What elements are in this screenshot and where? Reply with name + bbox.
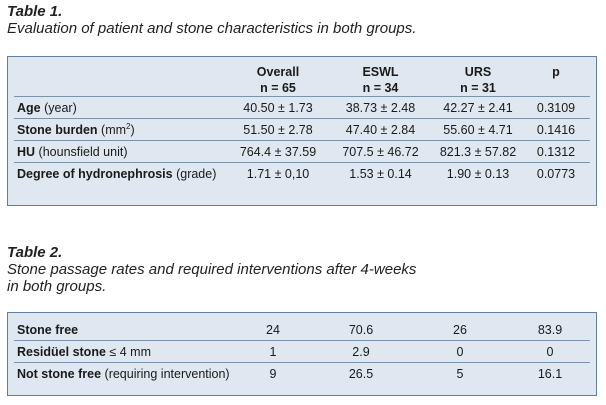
cell-value: 16.1 bbox=[537, 366, 563, 381]
row-label: Residüel stone ≤ 4 mm bbox=[14, 340, 234, 363]
table2-box: Stone free 24 70.6 26 83.9 Residüel ston… bbox=[7, 312, 597, 396]
table-row: Degree of hydronephrosis (grade) 1.71 ± … bbox=[14, 163, 590, 185]
cell-value: 55.60 ± 4.71 bbox=[434, 118, 522, 141]
cell-value: 0.1312 bbox=[522, 140, 590, 163]
table1-number: Table 1. bbox=[7, 3, 63, 20]
table1-caption: Table 1. Evaluation of patient and stone… bbox=[7, 3, 416, 37]
table-row: Stone free 24 70.6 26 83.9 bbox=[14, 319, 590, 341]
cell-value: 0 bbox=[410, 340, 510, 363]
table2: Stone free 24 70.6 26 83.9 Residüel ston… bbox=[14, 319, 590, 384]
table1-box: Overall ESWL URS p n = 65 n = 34 n = 31 … bbox=[7, 56, 597, 206]
row-label: Not stone free (requiring intervention) bbox=[17, 366, 230, 381]
col-n-eswl: n = 34 bbox=[327, 80, 434, 97]
cell-value: 1 bbox=[234, 340, 312, 363]
cell-value: 2.9 bbox=[312, 340, 410, 363]
table1: Overall ESWL URS p n = 65 n = 34 n = 31 … bbox=[14, 64, 590, 184]
cell-value: 1.90 ± 0.13 bbox=[446, 166, 510, 181]
table1-header-row: Overall ESWL URS p bbox=[14, 64, 590, 80]
table2-caption: Table 2. Stone passage rates and require… bbox=[7, 244, 416, 295]
cell-value: 83.9 bbox=[510, 319, 590, 341]
row-label: Degree of hydronephrosis (grade) bbox=[17, 166, 217, 181]
row-label: Stone burden (mm2) bbox=[14, 118, 229, 141]
table-row: Age (year) 40.50 ± 1.73 38.73 ± 2.48 42.… bbox=[14, 96, 590, 119]
table2-description-line1: Stone passage rates and required interve… bbox=[7, 261, 417, 278]
cell-value: 42.27 ± 2.41 bbox=[434, 96, 522, 119]
cell-value: 47.40 ± 2.84 bbox=[327, 118, 434, 141]
cell-value: 0.0773 bbox=[536, 166, 576, 181]
cell-value: 1.53 ± 0.14 bbox=[349, 166, 412, 181]
row-label: Age (year) bbox=[14, 96, 229, 119]
table2-number: Table 2. bbox=[7, 244, 63, 261]
cell-value: 9 bbox=[269, 366, 277, 381]
table2-description-line2: in both groups. bbox=[7, 278, 107, 295]
cell-value: 0.3109 bbox=[522, 96, 590, 119]
col-header-overall: Overall bbox=[256, 65, 300, 79]
col-n-p bbox=[522, 80, 590, 97]
row-label: HU (hounsfield unit) bbox=[14, 140, 229, 163]
row-label: Stone free bbox=[14, 319, 234, 341]
cell-value: 707.5 ± 46.72 bbox=[327, 140, 434, 163]
col-n-urs: n = 31 bbox=[434, 80, 522, 97]
col-header-urs: URS bbox=[464, 65, 492, 79]
table-row: Not stone free (requiring intervention) … bbox=[14, 363, 590, 385]
cell-value: 40.50 ± 1.73 bbox=[229, 96, 327, 119]
cell-value: 51.50 ± 2.78 bbox=[229, 118, 327, 141]
cell-value: 764.4 ± 37.59 bbox=[229, 140, 327, 163]
cell-value: 1.71 ± 0,10 bbox=[246, 166, 310, 181]
table1-description: Evaluation of patient and stone characte… bbox=[7, 20, 417, 37]
col-header-p: p bbox=[552, 65, 560, 79]
cell-value: 5 bbox=[456, 366, 464, 381]
cell-value: 38.73 ± 2.48 bbox=[327, 96, 434, 119]
col-n-overall: n = 65 bbox=[229, 80, 327, 97]
cell-value: 26 bbox=[410, 319, 510, 341]
cell-value: 70.6 bbox=[312, 319, 410, 341]
cell-value: 26.5 bbox=[348, 366, 374, 381]
cell-value: 24 bbox=[234, 319, 312, 341]
table1-n-row: n = 65 n = 34 n = 31 bbox=[14, 80, 590, 97]
cell-value: 0.1416 bbox=[522, 118, 590, 141]
cell-value: 821.3 ± 57.82 bbox=[434, 140, 522, 163]
table-row: Residüel stone ≤ 4 mm 1 2.9 0 0 bbox=[14, 340, 590, 363]
col-header-eswl: ESWL bbox=[362, 65, 399, 79]
table-row: HU (hounsfield unit) 764.4 ± 37.59 707.5… bbox=[14, 140, 590, 163]
cell-value: 0 bbox=[510, 340, 590, 363]
table-row: Stone burden (mm2) 51.50 ± 2.78 47.40 ± … bbox=[14, 118, 590, 141]
